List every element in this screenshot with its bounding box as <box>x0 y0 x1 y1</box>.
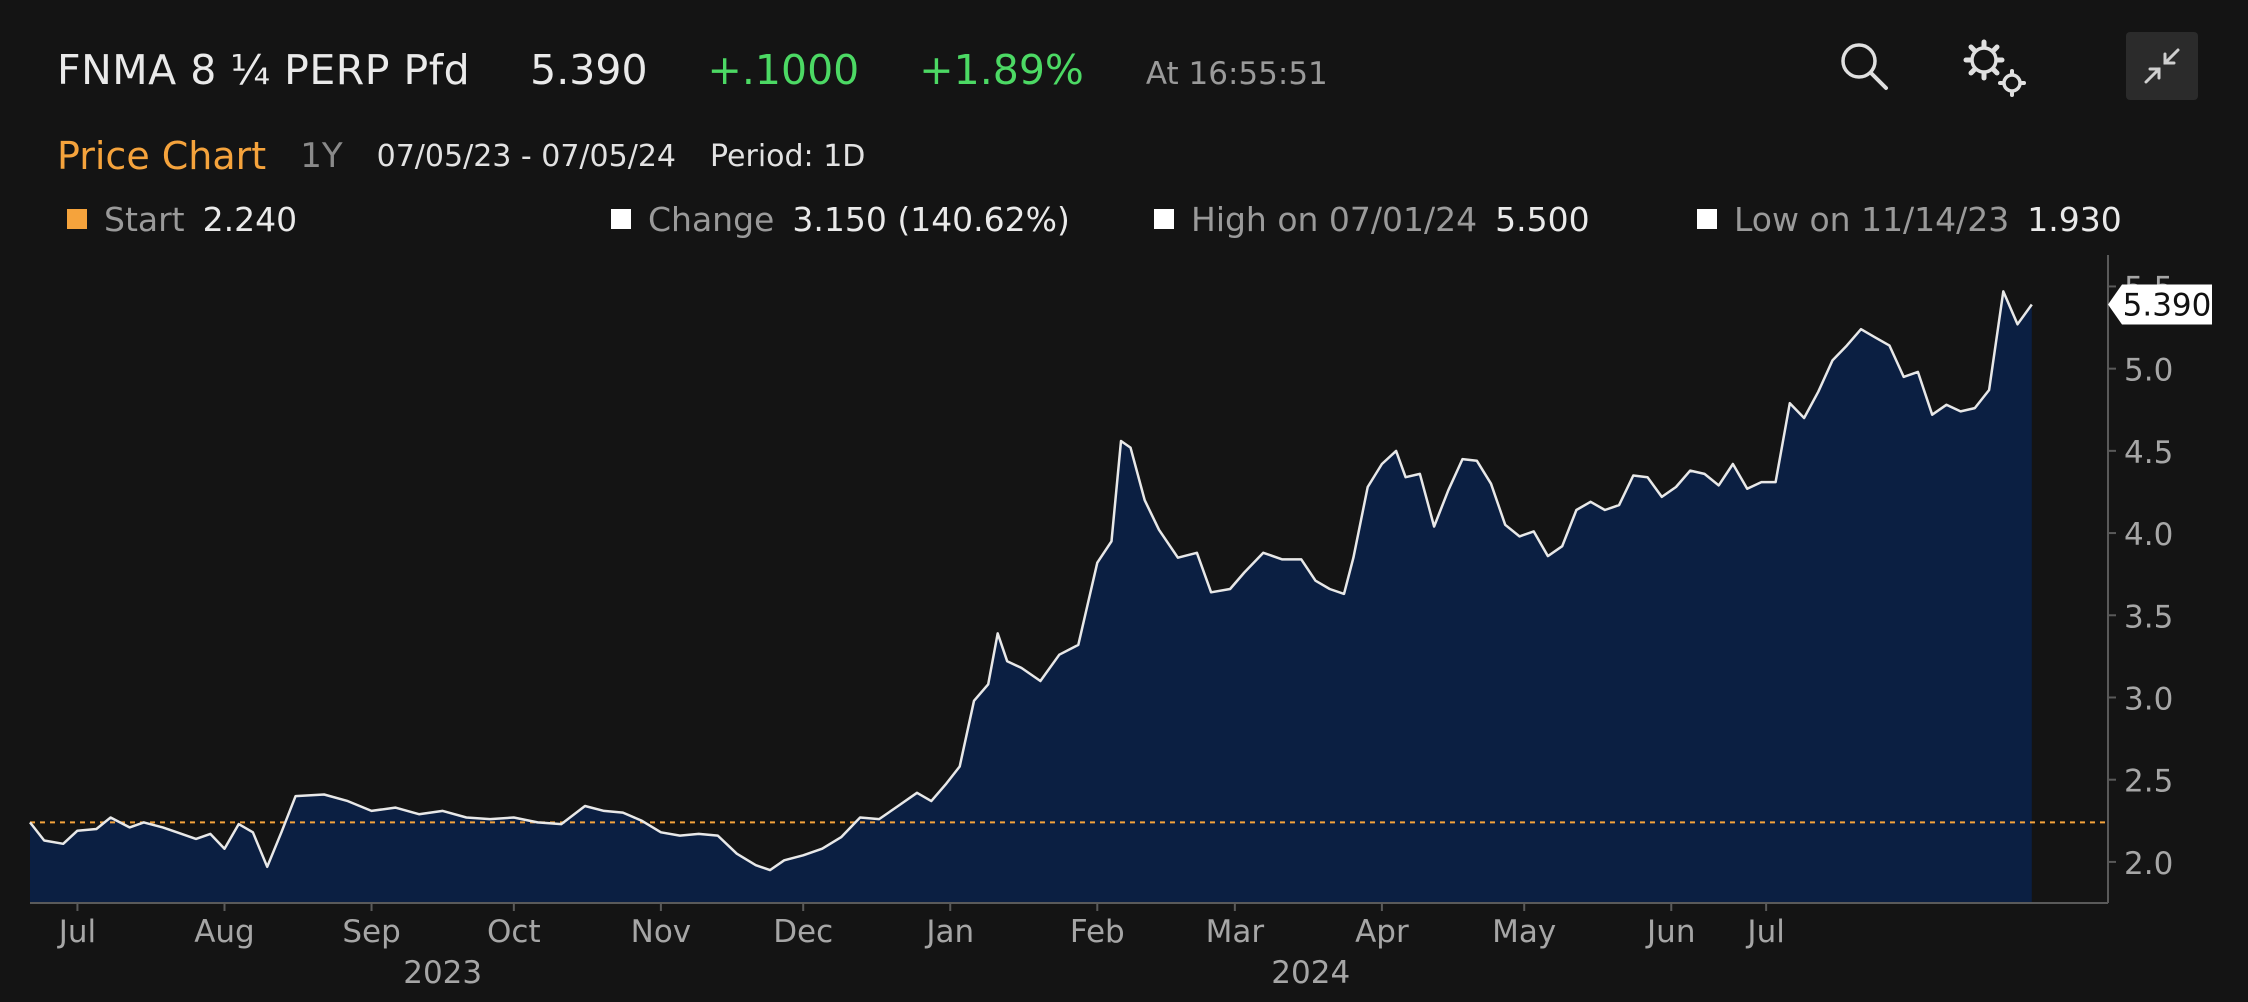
stat-start: Start 2.240 <box>67 196 297 242</box>
x-tick-label: Jul <box>57 914 96 950</box>
y-tick-label: 2.0 <box>2124 846 2173 882</box>
price-line <box>29 290 2033 872</box>
stat-high: High on 07/01/24 5.500 <box>1154 196 1590 242</box>
change-marker <box>611 209 631 229</box>
stat-change-value: 3.150 (140.62%) <box>792 199 1070 239</box>
x-tick-label: Jul <box>1745 914 1784 950</box>
x-tick-label: Nov <box>631 914 692 950</box>
ticker-title: FNMA 8 ¼ PERP Pfd <box>57 46 471 94</box>
stat-change: Change 3.150 (140.62%) <box>611 196 1070 242</box>
quote-time: At 16:55:51 <box>1145 56 1328 92</box>
last-value-label: 5.390 <box>2123 288 2212 324</box>
period-selector[interactable]: Period: 1D <box>710 138 866 174</box>
stat-low-label: Low on 11/14/23 <box>1734 199 2010 239</box>
collapse-icon <box>2144 48 2180 84</box>
quote-header: FNMA 8 ¼ PERP Pfd 5.390 +.1000 +1.89% At… <box>57 40 1328 100</box>
stat-start-label: Start <box>104 199 185 239</box>
x-tick-label: Sep <box>342 914 400 950</box>
y-tick-label: 2.5 <box>2124 764 2173 800</box>
stat-start-value: 2.240 <box>202 199 298 239</box>
x-tick-label: Oct <box>487 914 541 950</box>
chart-title: Price Chart <box>57 134 267 178</box>
x-tick-label: Apr <box>1355 914 1409 950</box>
y-tick-label: 5.0 <box>2124 353 2173 389</box>
percent-change: +1.89% <box>919 46 1084 94</box>
stat-low-value: 1.930 <box>2027 199 2122 239</box>
range-selector[interactable]: 1Y <box>300 136 343 176</box>
chart-subheader: Price Chart 1Y 07/05/23 - 07/05/24 Perio… <box>57 128 865 184</box>
date-range[interactable]: 07/05/23 - 07/05/24 <box>376 138 676 174</box>
net-change: +.1000 <box>707 46 860 94</box>
x-tick-label: May <box>1492 914 1556 950</box>
last-price: 5.390 <box>530 46 648 94</box>
x-tick-label: Jan <box>924 914 974 950</box>
stat-low: Low on 11/14/23 1.930 <box>1697 196 2122 242</box>
y-tick-label: 3.0 <box>2124 681 2173 717</box>
x-tick-label: Aug <box>194 914 255 950</box>
low-marker <box>1697 209 1717 229</box>
search-icon[interactable] <box>1838 40 1890 92</box>
y-tick-label: 4.5 <box>2124 435 2173 471</box>
y-tick-label: 3.5 <box>2124 599 2173 635</box>
collapse-button[interactable] <box>2126 32 2198 100</box>
last-value-tag <box>2108 284 2212 325</box>
y-tick-label: 5.5 <box>2124 270 2173 306</box>
x-tick-label: Jun <box>1645 914 1695 950</box>
price-area <box>30 291 2032 903</box>
x-tick-label: Mar <box>1206 914 1265 950</box>
year-label: 2024 <box>1271 955 1350 991</box>
stat-high-label: High on 07/01/24 <box>1191 199 1478 239</box>
gear-icon[interactable] <box>1958 36 2032 100</box>
stat-change-label: Change <box>648 199 775 239</box>
y-tick-label: 4.0 <box>2124 517 2173 553</box>
stat-high-value: 5.500 <box>1495 199 1590 239</box>
year-label: 2023 <box>403 955 482 991</box>
x-tick-label: Feb <box>1070 914 1125 950</box>
x-tick-label: Dec <box>773 914 833 950</box>
high-marker <box>1154 209 1174 229</box>
start-marker <box>67 209 87 229</box>
